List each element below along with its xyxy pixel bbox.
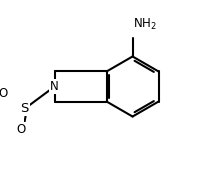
Text: N: N: [50, 80, 59, 93]
Text: NH$_2$: NH$_2$: [134, 17, 157, 33]
Text: O: O: [17, 123, 26, 136]
Text: O: O: [0, 87, 8, 100]
Text: S: S: [20, 102, 29, 115]
